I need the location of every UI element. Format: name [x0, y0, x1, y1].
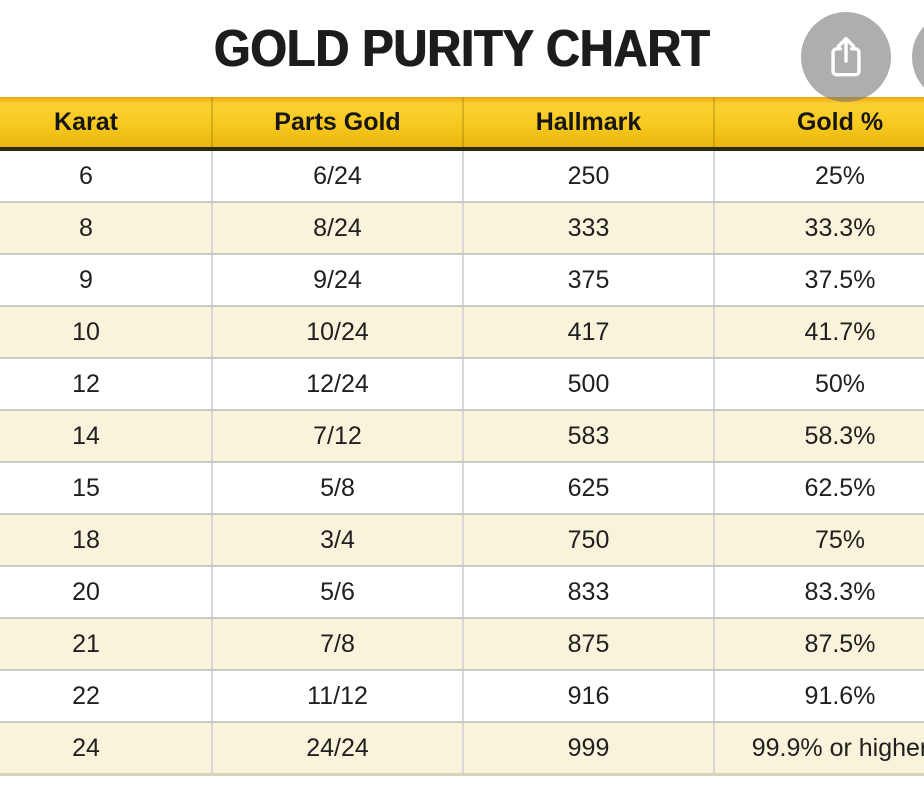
cell-parts-gold: 12/24 — [212, 358, 464, 411]
cell-gold-pct: 25% — [714, 149, 924, 203]
cell-parts-gold: 6/24 — [212, 149, 464, 203]
cell-parts-gold: 8/24 — [212, 202, 464, 255]
column-header-karat: Karat — [0, 97, 213, 151]
title-zone: GOLD PURITY CHART — [0, 0, 924, 97]
cell-hallmark: 916 — [463, 670, 715, 723]
cell-hallmark: 875 — [463, 618, 715, 671]
cell-parts-gold: 7/12 — [212, 410, 464, 463]
table-row: 22 11/12 916 91.6% — [0, 670, 924, 723]
cell-hallmark: 333 — [463, 202, 715, 255]
cell-gold-pct: 91.6% — [714, 670, 924, 723]
table-row: 21 7/8 875 87.5% — [0, 618, 924, 671]
cell-parts-gold: 5/8 — [212, 462, 464, 515]
cell-parts-gold: 7/8 — [212, 618, 464, 671]
cell-parts-gold: 3/4 — [212, 514, 464, 567]
cell-gold-pct: 62.5% — [714, 462, 924, 515]
cell-karat: 9 — [0, 254, 213, 307]
table-row: 9 9/24 375 37.5% — [0, 254, 924, 307]
table-row: 18 3/4 750 75% — [0, 514, 924, 567]
cell-gold-pct: 33.3% — [714, 202, 924, 255]
cell-parts-gold: 5/6 — [212, 566, 464, 619]
cell-gold-pct: 87.5% — [714, 618, 924, 671]
cell-gold-pct: 75% — [714, 514, 924, 567]
table-row: 12 12/24 500 50% — [0, 358, 924, 411]
cell-karat: 21 — [0, 618, 213, 671]
table-row: 8 8/24 333 33.3% — [0, 202, 924, 255]
cell-gold-pct: 50% — [714, 358, 924, 411]
cell-gold-pct: 58.3% — [714, 410, 924, 463]
share-icon — [823, 33, 869, 82]
table-row: 6 6/24 250 25% — [0, 149, 924, 203]
gold-purity-table: Karat Parts Gold Hallmark Gold % 6 6/24 … — [0, 97, 924, 776]
share-button[interactable] — [801, 12, 891, 102]
cell-hallmark: 250 — [463, 149, 715, 203]
cell-parts-gold: 9/24 — [212, 254, 464, 307]
cell-karat: 12 — [0, 358, 213, 411]
cell-hallmark: 417 — [463, 306, 715, 359]
table-header-row: Karat Parts Gold Hallmark Gold % — [0, 97, 924, 151]
cell-gold-pct: 41.7% — [714, 306, 924, 359]
cell-gold-pct: 83.3% — [714, 566, 924, 619]
cell-hallmark: 500 — [463, 358, 715, 411]
cell-hallmark: 625 — [463, 462, 715, 515]
cell-hallmark: 375 — [463, 254, 715, 307]
table-row: 20 5/6 833 83.3% — [0, 566, 924, 619]
cell-karat: 18 — [0, 514, 213, 567]
cell-gold-pct: 37.5% — [714, 254, 924, 307]
cell-hallmark: 833 — [463, 566, 715, 619]
cell-hallmark: 999 — [463, 722, 715, 776]
cell-parts-gold: 24/24 — [212, 722, 464, 776]
cell-hallmark: 583 — [463, 410, 715, 463]
cell-gold-pct: 99.9% or higher — [714, 722, 924, 776]
cell-karat: 10 — [0, 306, 213, 359]
cell-karat: 14 — [0, 410, 213, 463]
table-row: 14 7/12 583 58.3% — [0, 410, 924, 463]
cell-karat: 15 — [0, 462, 213, 515]
table-row: 24 24/24 999 99.9% or higher — [0, 722, 924, 776]
cell-parts-gold: 11/12 — [212, 670, 464, 723]
column-header-parts-gold: Parts Gold — [212, 97, 464, 151]
column-header-hallmark: Hallmark — [463, 97, 715, 151]
cell-karat: 22 — [0, 670, 213, 723]
cell-hallmark: 750 — [463, 514, 715, 567]
page-title: GOLD PURITY CHART — [214, 20, 710, 78]
cell-karat: 20 — [0, 566, 213, 619]
column-header-gold-pct: Gold % — [714, 97, 924, 151]
cell-karat: 8 — [0, 202, 213, 255]
cell-parts-gold: 10/24 — [212, 306, 464, 359]
cell-karat: 24 — [0, 722, 213, 776]
table-row: 10 10/24 417 41.7% — [0, 306, 924, 359]
table-row: 15 5/8 625 62.5% — [0, 462, 924, 515]
cell-karat: 6 — [0, 149, 213, 203]
